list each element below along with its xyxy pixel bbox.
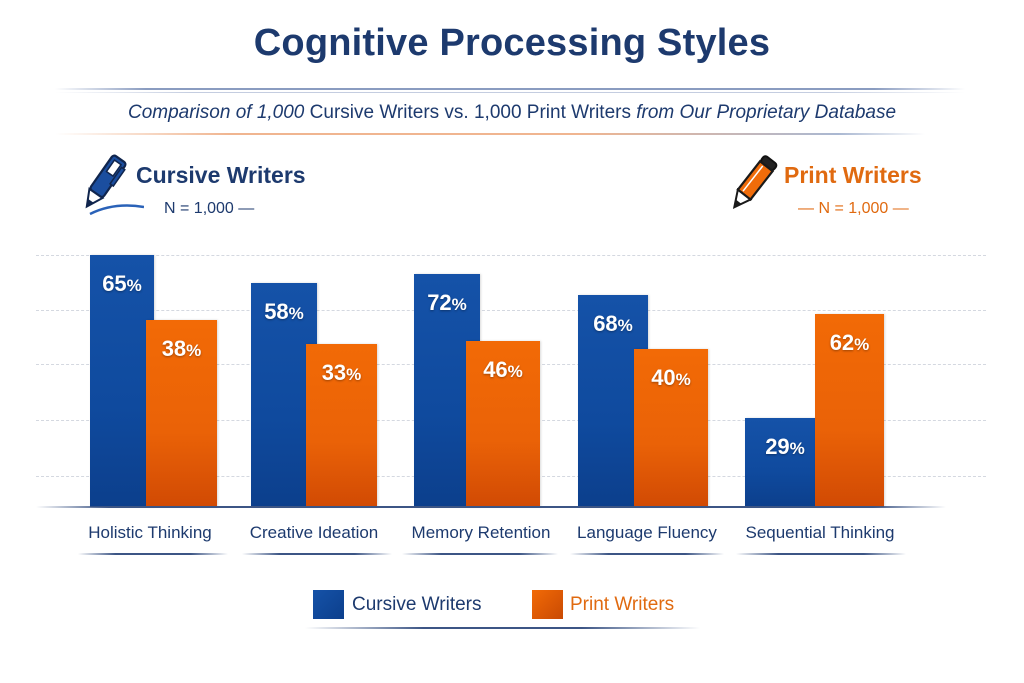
bar-value: 46% — [483, 357, 523, 382]
bar-value: 68% — [593, 311, 633, 336]
category-underline — [402, 553, 558, 555]
cursive-sample-size: N = 1,000 — — [164, 200, 255, 217]
bar-value: 29% — [765, 434, 805, 459]
bar-value: 38% — [161, 336, 202, 361]
legend-swatch-cursive — [313, 590, 344, 619]
category-underline — [570, 553, 724, 555]
bar-value: 65% — [102, 271, 142, 296]
chart-subtitle: Comparison of 1,000 Cursive Writers vs. … — [0, 102, 1024, 124]
category-underline — [78, 553, 228, 555]
category-label: Language Fluency — [577, 523, 717, 542]
category-label: Creative Ideation — [249, 523, 379, 542]
category-label: Holistic Thinking — [88, 523, 212, 542]
legend-label-print: Print Writers — [570, 594, 675, 615]
bar-value: 58% — [264, 299, 304, 324]
print-series-header: Print Writers — [784, 162, 922, 188]
bar-value: 33% — [321, 360, 362, 385]
bar-print-creative-ideation: 33% — [306, 344, 377, 507]
bar-cursive-holistic-thinking: 65% — [90, 255, 154, 507]
category-underline — [736, 553, 906, 555]
x-axis-baseline — [36, 506, 946, 508]
legend-underline — [305, 627, 700, 629]
subtitle-part-3: from Our Proprietary Database — [636, 102, 897, 123]
bar-value: 40% — [651, 365, 691, 390]
subtitle-part-1: Comparison of 1,000 — [127, 102, 305, 123]
bar-cursive-sequential-thinking: 29% — [745, 418, 825, 507]
bar-value: 62% — [829, 330, 870, 355]
pen-icon — [74, 152, 145, 223]
legend-swatch-print — [532, 590, 563, 619]
bar-print-language-fluency: 40% — [634, 349, 708, 507]
pencil-icon — [724, 152, 784, 223]
title-divider-secondary — [55, 92, 965, 93]
bar-print-memory-retention: 46% — [466, 341, 540, 507]
category-label: Sequential Thinking — [745, 523, 895, 542]
subtitle-part-2: Cursive Writers vs. 1,000 Print Writers — [304, 102, 637, 123]
print-sample-size: — N = 1,000 — — [798, 200, 909, 217]
gridline — [36, 255, 986, 256]
chart-title: Cognitive Processing Styles — [253, 22, 771, 64]
legend-label-cursive: Cursive Writers — [352, 594, 482, 615]
title-divider — [55, 88, 965, 90]
bar-value: 72% — [427, 290, 467, 315]
gridline — [36, 310, 986, 311]
category-label: Memory Retention — [411, 523, 551, 542]
bar-cursive-creative-ideation: 58% — [251, 283, 317, 507]
cursive-series-header: Cursive Writers — [136, 162, 306, 188]
bar-print-sequential-thinking: 62% — [815, 314, 884, 507]
category-underline — [242, 553, 392, 555]
bar-print-holistic-thinking: 38% — [146, 320, 217, 507]
subtitle-divider — [55, 133, 925, 135]
